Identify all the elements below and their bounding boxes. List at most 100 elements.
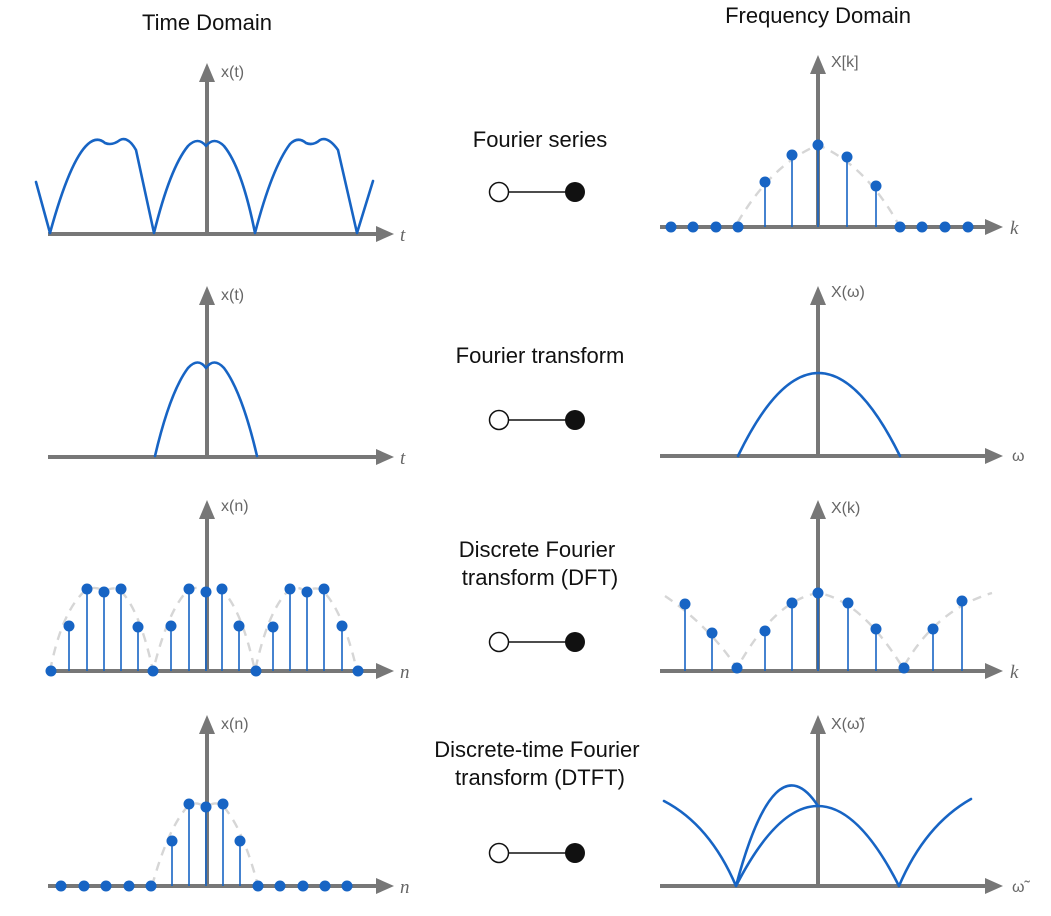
fs-sample-dot [759,176,771,188]
ft-freq-panel: X(ω) ω [660,284,1025,465]
ft-title-line-1: Fourier transform [456,343,625,368]
row-fourier-transform: x(t) t Fourier transform X(ω) ω [48,284,1025,469]
fs-sample-dot [870,180,882,192]
dft-time-dot [301,586,313,598]
ft-time-panel: x(t) t [48,286,406,469]
dft-time-dot [250,665,262,677]
fs-line-spectrum [665,139,974,233]
dft-freq-x-arrow [985,663,1003,679]
fs-sample-dot [841,151,853,163]
fs-periodic-signal-curve [34,137,375,235]
dft-time-dot [216,583,228,595]
dft-freq-dot [898,662,910,674]
dtft-time-x-label: n [400,877,410,898]
ft-freq-x-label: ω [1012,448,1025,465]
dtft-freq-x-arrow [985,878,1003,894]
dtft-time-dot [183,798,195,810]
dtft-periodic-spectrum-curve [662,784,973,888]
dtft-filled-circle [565,843,585,863]
dtft-time-dot [55,880,67,892]
dft-freq-dot [679,598,691,610]
fs-sample-dot [786,149,798,161]
fs-freq-y-arrow [810,55,826,74]
fs-sample-dot [687,221,699,233]
dft-time-dot [267,621,279,633]
dtft-title: Discrete-time Fourier transform (DTFT) [434,737,646,790]
dtft-transform-pair-connector [488,842,585,864]
ft-time-x-label: t [400,448,406,469]
ft-time-y-arrow [199,286,215,305]
ft-freq-y-label: X(ω) [831,284,865,301]
dtft-time-dot [78,880,90,892]
fs-time-x-arrow [376,226,394,242]
dft-title-line-1: Discrete Fourier [459,537,615,562]
fs-freq-y-label: X[k] [831,54,859,71]
dft-time-dot [115,583,127,595]
dtft-time-dot [274,880,286,892]
ft-continuous-spectrum-curve [736,371,902,458]
fs-title-line-1: Fourier series [473,127,607,152]
dtft-time-x-arrow [376,878,394,894]
ft-transform-pair-connector [488,409,585,431]
dtft-time-dot [145,880,157,892]
dft-time-dot [336,620,348,632]
ft-freq-x-arrow [985,448,1003,464]
dft-title-line-2: transform (DFT) [462,565,618,590]
dft-freq-panel: X(k) k [660,500,1019,683]
dft-time-dot [132,621,144,633]
dft-time-panel: x(n) n [45,498,410,683]
dtft-time-dot [200,801,212,813]
fs-sample-dot [962,221,974,233]
dtft-freq-y-arrow [810,715,826,734]
fs-sample-dot [894,221,906,233]
dtft-time-dot [217,798,229,810]
dtft-time-dot [297,880,309,892]
dft-time-y-arrow [199,500,215,519]
dft-time-x-label: n [400,662,410,683]
dft-transform-pair-connector [488,631,585,653]
dtft-open-circle [488,842,510,864]
dft-freq-dot [812,587,824,599]
dtft-time-dot [234,835,246,847]
dft-time-dot [63,620,75,632]
dft-time-dot [352,665,364,677]
dft-time-dot [81,583,93,595]
dft-freq-dot [927,623,939,635]
fs-sample-dot [732,221,744,233]
fs-sample-dot [916,221,928,233]
dft-time-envelope [48,586,374,673]
frequency-domain-header: Frequency Domain [725,3,911,28]
dft-freq-samples [679,587,968,674]
dft-freq-dot [870,623,882,635]
dft-filled-circle [565,632,585,652]
fs-time-y-label: x(t) [221,64,244,81]
dft-freq-dot [956,595,968,607]
dft-freq-dot [731,662,743,674]
dtft-time-dot [100,880,112,892]
fs-transform-pair-connector [488,181,585,203]
dft-freq-dot [842,597,854,609]
fs-sample-dot [812,139,824,151]
ft-pulse-signal-curve [153,361,259,458]
fs-title: Fourier series [473,127,607,152]
dft-time-x-arrow [376,663,394,679]
dft-time-samples [45,583,364,677]
dft-time-dot [45,665,57,677]
dft-time-dot [98,586,110,598]
fs-time-panel: x(t) t [34,63,406,246]
dft-time-dot [284,583,296,595]
row-fourier-series: x(t) t Fourier series [34,54,1019,246]
dtft-time-dot [123,880,135,892]
dft-open-circle [488,631,510,653]
dft-time-y-label: x(n) [221,498,249,515]
dtft-title-line-2: transform (DTFT) [455,765,625,790]
dtft-time-dot [166,835,178,847]
fs-sample-dot [710,221,722,233]
dtft-time-y-label: x(n) [221,716,249,733]
fs-sample-dot [665,221,677,233]
dtft-time-dot [252,880,264,892]
dft-time-dot [233,620,245,632]
dtft-time-dot [341,880,353,892]
dft-freq-y-arrow [810,500,826,519]
